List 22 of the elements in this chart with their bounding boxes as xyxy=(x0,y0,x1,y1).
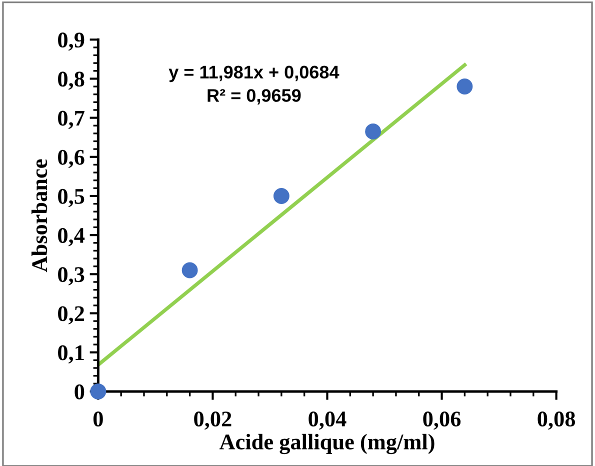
y-tick-label: 0,8 xyxy=(58,72,84,90)
x-tick-label: 0,02 xyxy=(194,412,232,430)
y-tick-label: 0,3 xyxy=(58,267,84,286)
annotation: y = 11,981x + 0,0684 R² = 0,9659 xyxy=(168,66,340,104)
point xyxy=(273,188,290,204)
y-tick-label: 0,1 xyxy=(58,345,84,364)
y-tick-label: 0,9 xyxy=(58,32,84,51)
point xyxy=(182,262,198,278)
y-tick-label: 0,6 xyxy=(58,150,84,168)
x-axis-title: Acide gallique (mg/ml) xyxy=(219,434,434,454)
point xyxy=(365,124,382,140)
x-tick-label: 0 xyxy=(93,412,103,427)
y-tick-label: 0,2 xyxy=(58,306,84,324)
x-tick-label: 0,06 xyxy=(423,412,461,430)
y-tick-label: 0,5 xyxy=(58,188,84,208)
x-tick-label: 0,04 xyxy=(308,412,346,430)
y-tick-label: 0,7 xyxy=(58,110,84,129)
y-axis-title: Absorbance xyxy=(31,159,48,272)
y-tick-label: 0 xyxy=(74,384,84,400)
x-tick-label: 0,08 xyxy=(538,412,576,430)
y-tick-label: 0,4 xyxy=(58,228,85,246)
point xyxy=(456,78,473,94)
